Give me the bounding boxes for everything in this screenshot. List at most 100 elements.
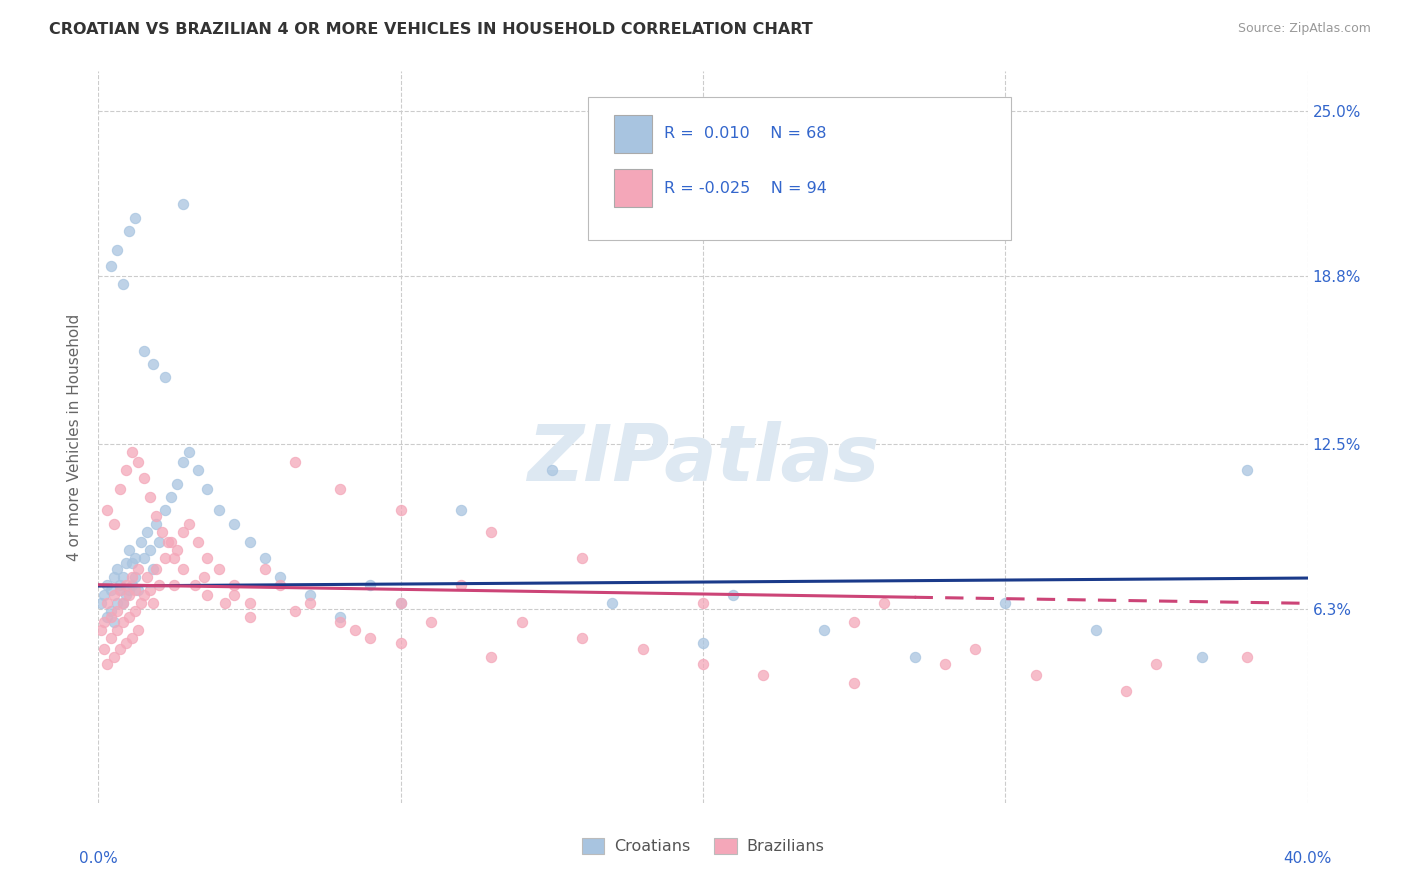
Point [93, 588, 115, 602]
Point [752, 668, 775, 682]
Point [145, 508, 167, 523]
Point [813, 623, 835, 637]
Y-axis label: 4 or more Vehicles in Household: 4 or more Vehicles in Household [67, 313, 83, 561]
Point [965, 641, 987, 656]
Legend: Croatians, Brazilians: Croatians, Brazilians [575, 831, 831, 861]
Point [1236, 463, 1258, 477]
Point [111, 615, 134, 629]
Point [111, 596, 134, 610]
Point [571, 631, 593, 645]
Point [150, 524, 173, 539]
Point [114, 463, 136, 477]
Point [873, 596, 896, 610]
Point [153, 503, 176, 517]
Point [96, 577, 118, 591]
Point [156, 535, 179, 549]
Point [481, 524, 503, 539]
Point [111, 570, 134, 584]
Point [360, 577, 382, 591]
Point [994, 596, 1017, 610]
Point [108, 582, 131, 597]
Point [100, 582, 122, 597]
Point [163, 577, 186, 591]
Point [124, 211, 146, 225]
Point [96, 596, 118, 610]
Point [723, 588, 745, 602]
Point [93, 615, 115, 629]
Point [329, 482, 352, 496]
Point [135, 570, 157, 584]
Point [105, 243, 128, 257]
Point [135, 524, 157, 539]
Point [166, 543, 188, 558]
Point [121, 577, 143, 591]
Point [103, 516, 125, 531]
Point [129, 596, 152, 610]
Point [153, 370, 176, 384]
Point [166, 476, 188, 491]
Point [1115, 684, 1137, 698]
Text: R =  0.010    N = 68: R = 0.010 N = 68 [664, 126, 827, 141]
Point [934, 657, 956, 672]
Point [239, 609, 262, 624]
Point [571, 551, 593, 566]
Point [184, 577, 207, 591]
Point [284, 455, 307, 469]
Point [329, 609, 352, 624]
Point [114, 577, 136, 591]
Point [208, 503, 231, 517]
Point [1144, 657, 1167, 672]
Point [108, 577, 131, 591]
Point [360, 631, 382, 645]
Point [187, 463, 209, 477]
Point [90, 623, 112, 637]
Point [114, 557, 136, 571]
Point [160, 535, 183, 549]
Point [540, 463, 562, 477]
Point [118, 224, 141, 238]
Point [844, 615, 866, 629]
Point [105, 604, 128, 618]
Point [100, 259, 122, 273]
Point [100, 631, 122, 645]
Point [269, 570, 291, 584]
Point [450, 577, 472, 591]
Point [108, 641, 131, 656]
Point [105, 562, 128, 576]
Point [93, 641, 115, 656]
Point [1085, 623, 1108, 637]
Point [510, 615, 533, 629]
Point [96, 657, 118, 672]
Point [602, 596, 624, 610]
Point [195, 551, 218, 566]
Point [1191, 649, 1213, 664]
Point [121, 570, 143, 584]
Point [96, 609, 118, 624]
Point [127, 455, 149, 469]
Point [121, 557, 143, 571]
Point [239, 596, 262, 610]
Point [692, 636, 714, 650]
Point [111, 596, 134, 610]
Point [118, 588, 141, 602]
Point [148, 577, 170, 591]
Point [692, 596, 714, 610]
Point [239, 535, 262, 549]
Point [299, 588, 322, 602]
Point [389, 596, 412, 610]
Point [124, 570, 146, 584]
Point [118, 582, 141, 597]
Point [145, 562, 167, 576]
Point [692, 657, 714, 672]
FancyBboxPatch shape [588, 97, 1011, 240]
Point [108, 482, 131, 496]
Text: Source: ZipAtlas.com: Source: ZipAtlas.com [1237, 22, 1371, 36]
Point [172, 455, 194, 469]
Point [224, 516, 246, 531]
Point [142, 357, 165, 371]
Point [253, 551, 276, 566]
Point [127, 623, 149, 637]
Point [208, 562, 231, 576]
Point [118, 609, 141, 624]
Point [96, 503, 118, 517]
